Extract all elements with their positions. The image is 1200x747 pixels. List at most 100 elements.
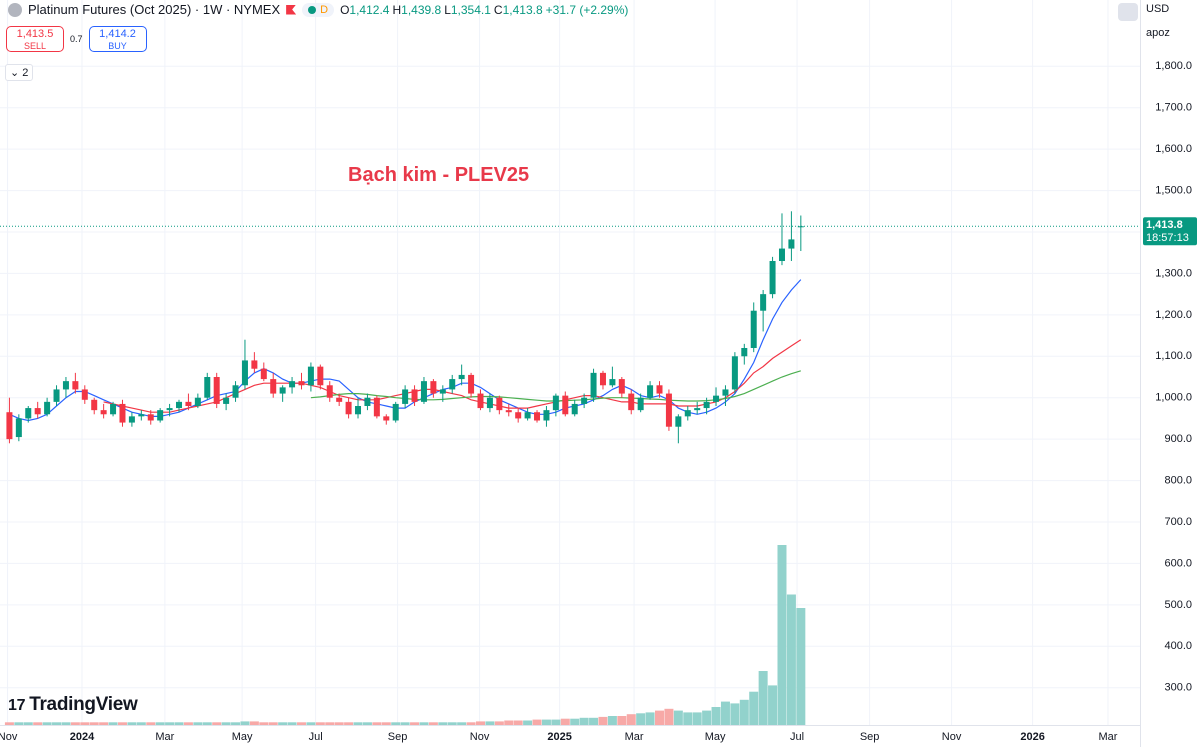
candle-body <box>373 397 380 417</box>
indicators-toggle[interactable]: ⌄ 2 <box>5 64 34 81</box>
volume-bar <box>692 712 702 725</box>
y-tick-label: 1,600.0 <box>1155 143 1192 155</box>
currency-menu[interactable]: USD <box>1146 3 1169 15</box>
volume-bar <box>268 722 278 725</box>
volume-bar <box>362 722 372 725</box>
symbol-icon <box>8 2 22 17</box>
volume-bar <box>14 722 24 725</box>
candle-body <box>364 397 371 406</box>
price-change: +31.7 (+2.29%) <box>545 2 629 17</box>
candle-body <box>684 410 691 417</box>
volume-bar <box>523 720 533 725</box>
candle-body <box>326 385 333 398</box>
ohlc-value: 1,439.8 <box>401 2 442 17</box>
volume-bar <box>381 722 391 725</box>
candle-body <box>270 379 277 394</box>
y-tick-label: 500.0 <box>1164 599 1192 611</box>
candle-body <box>741 348 748 357</box>
candle-body <box>44 401 51 415</box>
ohlc-key: H <box>392 2 402 17</box>
candle-body <box>430 381 437 394</box>
volume-bar <box>447 722 457 725</box>
candle-body <box>53 389 60 402</box>
volume-bar <box>739 699 749 725</box>
volume-bar <box>655 710 665 725</box>
candle-body <box>477 393 484 409</box>
x-tick-label: Sep <box>388 731 408 743</box>
candle-body <box>656 385 663 394</box>
volume-bar <box>4 722 14 725</box>
sell-label: SELL <box>23 41 47 51</box>
candle-body <box>618 379 625 394</box>
y-tick-label: 600.0 <box>1164 557 1192 569</box>
ohlc-key: L <box>444 2 451 17</box>
candle-body <box>722 389 729 396</box>
candle-body <box>34 408 41 415</box>
sell-price: 1,413.5 <box>16 28 54 40</box>
x-tick-label: Mar <box>1098 731 1117 743</box>
volume-bar <box>174 722 184 725</box>
price-countdown: 18:57:13 <box>1146 232 1189 244</box>
layout-button[interactable] <box>1118 3 1138 21</box>
candle-body <box>402 389 409 404</box>
y-tick-label: 300.0 <box>1164 682 1192 694</box>
volume-bar <box>70 722 80 725</box>
volume-bar <box>730 703 740 725</box>
candle-body <box>750 310 757 348</box>
candle-body <box>307 366 314 386</box>
candle-body <box>213 377 220 404</box>
x-tick-label: May <box>705 731 726 743</box>
scale-menu[interactable]: apoz <box>1146 27 1170 39</box>
ohlc-value: 1,413.8 <box>502 2 543 17</box>
candle-body <box>505 410 512 413</box>
status-pill[interactable]: D <box>302 2 335 17</box>
volume-bar <box>504 720 514 725</box>
candle-body <box>778 248 785 261</box>
x-tick-label: Mar <box>155 731 174 743</box>
volume-bar <box>466 722 476 725</box>
candle-body <box>571 403 578 415</box>
annotation: Bạch kim - PLEV25 <box>348 164 530 186</box>
y-tick-label: 1,500.0 <box>1155 184 1192 196</box>
volume-bar <box>325 722 335 725</box>
candle-body <box>345 401 352 415</box>
candle-body <box>458 374 465 380</box>
candle-body <box>72 381 79 390</box>
volume-bar <box>636 713 646 725</box>
volume-bar <box>541 719 551 725</box>
flag-icon[interactable] <box>286 4 297 15</box>
volume-bar <box>749 691 759 725</box>
volume-bar <box>400 722 410 725</box>
volume-bar <box>155 722 165 725</box>
currency: USD <box>1146 3 1170 15</box>
volume-bar <box>33 722 43 725</box>
candle-body <box>232 385 239 398</box>
spread: 0.7 <box>70 34 83 44</box>
candle-body <box>194 397 201 406</box>
symbol-title[interactable]: Platinum Futures (Oct 2025) · 1W · NYMEX <box>28 2 281 17</box>
candle-body <box>496 397 503 411</box>
x-tick-label: Nov <box>0 731 18 743</box>
price-axis <box>1140 0 1200 747</box>
y-tick-label: 1,200.0 <box>1155 309 1192 321</box>
logo-text: TradingView <box>29 694 138 715</box>
symbol-header: Platinum Futures (Oct 2025) · 1W · NYMEX… <box>8 2 631 17</box>
ohlc-value: 1,412.4 <box>349 2 390 17</box>
candle-body <box>581 397 588 404</box>
x-tick-label: Jul <box>309 731 323 743</box>
sell-button[interactable]: 1,413.5 SELL <box>6 26 64 52</box>
volume-bar <box>570 718 580 725</box>
buy-button[interactable]: 1,414.2 BUY <box>88 26 147 52</box>
volume-bar <box>664 708 674 725</box>
volume-bar <box>428 722 438 725</box>
candle-body <box>562 395 569 415</box>
volume-bar <box>52 722 62 725</box>
candle-body <box>590 372 597 398</box>
candle-body <box>166 408 173 411</box>
x-tick-label: Sep <box>860 731 880 743</box>
candle-body <box>241 360 248 386</box>
x-tick-label: 2025 <box>547 731 571 743</box>
candle-body <box>176 401 183 409</box>
status-dot <box>308 5 317 14</box>
indicator-count: 2 <box>22 67 29 79</box>
